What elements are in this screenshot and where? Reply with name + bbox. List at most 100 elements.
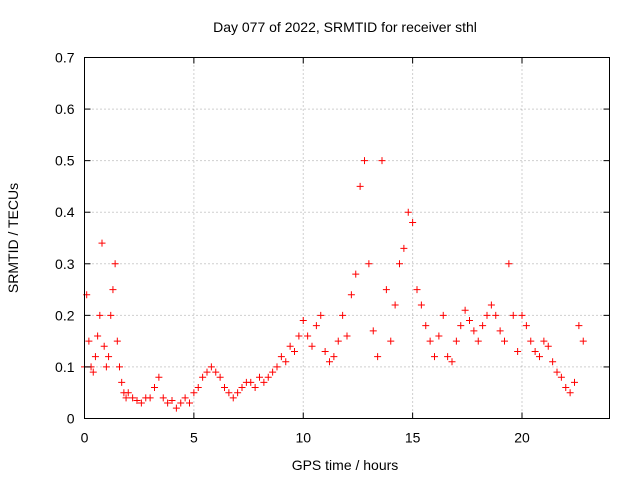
plot-frame — [84, 57, 610, 419]
data-point — [207, 363, 215, 371]
data-point — [448, 358, 456, 366]
data-point — [361, 157, 368, 165]
data-point — [234, 389, 242, 397]
chart-title: Day 077 of 2022, SRMTID for receiver sth… — [213, 19, 477, 35]
data-point — [225, 389, 233, 397]
data-point — [282, 358, 290, 366]
data-point — [531, 347, 539, 355]
data-point — [540, 337, 548, 345]
data-point — [522, 322, 530, 330]
axis-ticks — [84, 57, 610, 419]
data-point — [514, 347, 522, 355]
data-point — [260, 378, 268, 386]
data-point — [177, 399, 185, 407]
data-point — [326, 358, 333, 366]
data-point — [470, 327, 478, 335]
data-point — [343, 332, 351, 340]
data-point — [212, 368, 220, 376]
data-point — [98, 239, 106, 247]
data-point — [190, 389, 198, 397]
data-point — [172, 404, 180, 412]
data-point — [487, 301, 495, 309]
data-point — [544, 342, 552, 350]
data-point — [356, 182, 364, 190]
data-point — [291, 347, 298, 355]
data-point — [168, 396, 176, 404]
data-point — [369, 327, 377, 335]
data-point — [129, 394, 137, 402]
data-point — [118, 378, 126, 386]
y-axis-label: SRMTID / TECUs — [5, 183, 21, 293]
data-point — [382, 286, 390, 294]
data-point — [105, 353, 113, 361]
data-point — [256, 373, 263, 381]
x-tick-label: 10 — [295, 430, 311, 446]
data-point — [91, 353, 99, 361]
data-point — [457, 322, 465, 330]
data-point — [277, 353, 285, 361]
data-point — [391, 301, 399, 309]
y-tick-label: 0.1 — [55, 359, 75, 375]
data-point — [133, 396, 141, 404]
data-point — [439, 311, 447, 319]
data-point — [155, 373, 163, 381]
data-point — [251, 384, 259, 392]
data-point — [575, 322, 583, 330]
x-tick-labels: 0 5 10 15 20 — [81, 430, 530, 446]
y-tick-label: 0.5 — [55, 153, 75, 169]
data-point — [400, 244, 408, 252]
data-point — [501, 337, 508, 345]
data-point — [146, 394, 154, 402]
x-tick-label: 0 — [81, 430, 89, 446]
data-point — [247, 378, 255, 386]
data-point — [151, 384, 158, 392]
data-point — [426, 337, 434, 345]
data-point — [553, 368, 561, 376]
data-point — [181, 394, 189, 402]
data-point — [124, 389, 132, 397]
data-point — [374, 353, 382, 361]
data-point — [312, 322, 320, 330]
data-point — [116, 363, 123, 371]
data-point — [571, 378, 578, 386]
data-point — [137, 399, 145, 407]
x-tick-label: 20 — [514, 430, 530, 446]
data-point — [221, 384, 228, 392]
data-point — [317, 311, 325, 319]
data-point — [466, 317, 473, 325]
data-point — [89, 368, 97, 376]
data-point — [203, 368, 211, 376]
data-point — [474, 337, 482, 345]
data-point — [100, 342, 108, 350]
data-point — [94, 332, 102, 340]
data-point — [566, 389, 574, 397]
y-tick-label: 0 — [67, 411, 75, 427]
data-point — [492, 311, 500, 319]
data-point — [304, 332, 312, 340]
data-point — [409, 219, 417, 227]
data-point — [199, 373, 207, 381]
data-point — [518, 311, 526, 319]
data-point — [378, 157, 386, 165]
data-point — [404, 208, 412, 216]
y-tick-label: 0.2 — [55, 307, 75, 323]
data-point — [505, 260, 513, 268]
y-tick-label: 0.3 — [55, 256, 75, 272]
data-point — [562, 384, 570, 392]
grid-lines — [84, 57, 610, 419]
data-point — [238, 384, 246, 392]
data-point — [536, 353, 543, 361]
data-point — [273, 363, 281, 371]
data-point — [264, 373, 272, 381]
data-point — [496, 327, 504, 335]
data-point — [186, 399, 193, 407]
y-tick-labels: 0 0.1 0.2 0.3 0.4 0.5 0.6 0.7 — [55, 50, 75, 427]
data-point — [527, 337, 535, 345]
data-point — [122, 394, 130, 402]
data-point — [444, 353, 452, 361]
data-point — [269, 368, 277, 376]
data-point — [96, 311, 104, 319]
data-point — [85, 337, 93, 345]
x-tick-label: 15 — [405, 430, 421, 446]
